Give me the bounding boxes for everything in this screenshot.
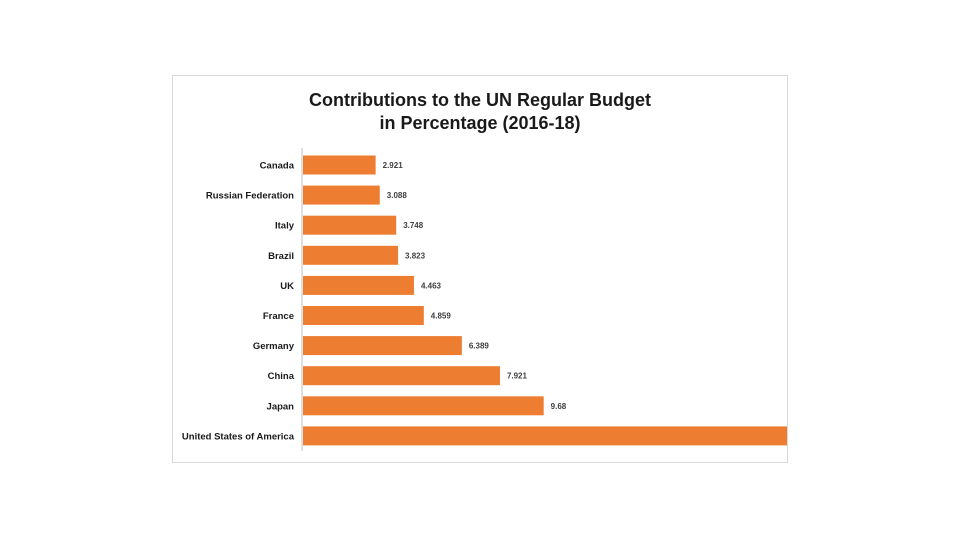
category-label-russian-federation: Russian Federation	[206, 191, 294, 202]
bar-italy	[303, 215, 397, 235]
value-label-russian-federation: 3.088	[387, 191, 408, 200]
bar-china	[303, 366, 500, 386]
category-label-uk: UK	[280, 281, 294, 292]
bar-canada	[303, 155, 376, 175]
category-label-united-states-of-america: United States of America	[182, 431, 295, 442]
bar-united-states-of-america	[303, 426, 787, 446]
category-label-italy: Italy	[275, 221, 295, 232]
value-label-brazil: 3.823	[405, 251, 426, 260]
chart-title-line-2: in Percentage (2016-18)	[379, 113, 581, 133]
chart-frame: Contributions to the UN Regular Budget i…	[172, 75, 788, 463]
value-label-japan: 9.68	[551, 402, 567, 411]
chart-title: Contributions to the UN Regular Budget i…	[173, 89, 787, 135]
chart-marks: Canada 2.921 Russian Federation 3.088 Italy 3…	[182, 155, 787, 446]
category-label-canada: Canada	[260, 161, 295, 172]
bar-japan	[303, 396, 544, 416]
category-label-germany: Germany	[253, 341, 295, 352]
category-label-brazil: Brazil	[268, 251, 294, 262]
chart-title-line-1: Contributions to the UN Regular Budget	[309, 90, 651, 110]
value-label-china: 7.921	[507, 372, 528, 381]
bar-germany	[303, 336, 462, 356]
bar-chart-plot: Canada 2.921 Russian Federation 3.088 Italy 3…	[182, 148, 787, 451]
value-label-italy: 3.748	[403, 221, 424, 230]
category-label-france: France	[263, 311, 294, 322]
bar-russian-federation	[303, 185, 380, 205]
bar-brazil	[303, 245, 399, 265]
bar-uk	[303, 275, 414, 295]
category-label-china: China	[268, 371, 295, 382]
value-label-germany: 6.389	[469, 342, 490, 351]
category-label-japan: Japan	[267, 401, 295, 412]
value-label-france: 4.859	[431, 312, 452, 321]
value-label-uk: 4.463	[421, 281, 442, 290]
value-label-canada: 2.921	[383, 161, 404, 170]
bar-france	[303, 306, 424, 325]
